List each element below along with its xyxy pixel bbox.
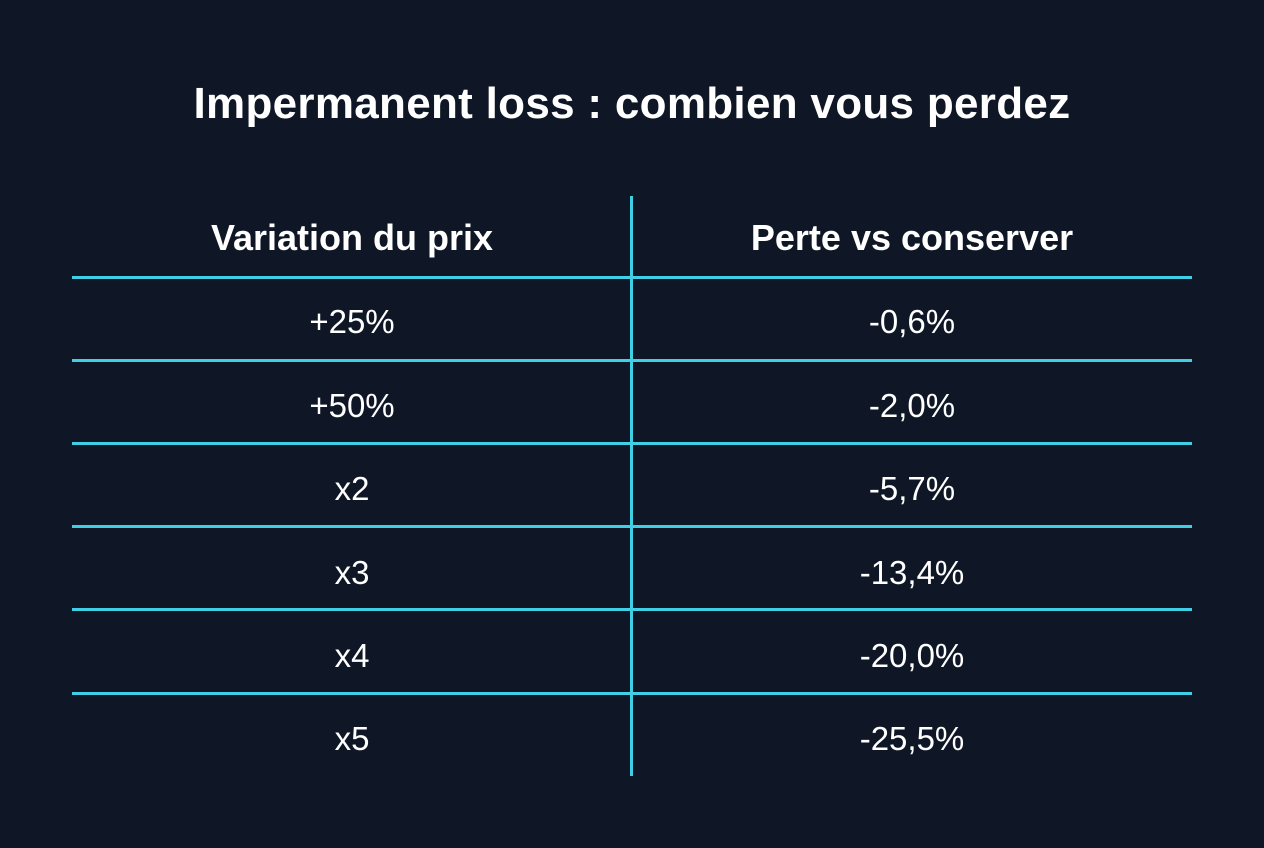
table-cell-price-variation: x4 xyxy=(334,637,370,674)
table-cell-loss-vs-hold: -5,7% xyxy=(868,470,956,507)
column-header-loss-vs-hold: Perte vs conserver xyxy=(750,217,1074,258)
table-cell-loss-vs-hold: -2,0% xyxy=(868,387,956,424)
chart-title: Impermanent loss : combien vous perdez xyxy=(193,79,1071,128)
row-divider xyxy=(72,525,1192,528)
table-cell-price-variation: +50% xyxy=(309,387,395,424)
table-cell-price-variation: x3 xyxy=(334,554,370,591)
row-divider xyxy=(72,608,1192,611)
table-cell-loss-vs-hold: -0,6% xyxy=(868,303,956,340)
table-cell-loss-vs-hold: -13,4% xyxy=(859,554,965,591)
table-cell-price-variation: x5 xyxy=(334,720,370,757)
row-divider xyxy=(72,692,1192,695)
table-cell-price-variation: +25% xyxy=(309,303,395,340)
table-cell-loss-vs-hold: -20,0% xyxy=(859,637,965,674)
column-header-price-variation: Variation du prix xyxy=(210,217,494,258)
column-divider xyxy=(630,196,633,776)
header-row-divider xyxy=(72,276,1192,279)
row-divider xyxy=(72,442,1192,445)
table-cell-price-variation: x2 xyxy=(334,470,370,507)
row-divider xyxy=(72,359,1192,362)
table-cell-loss-vs-hold: -25,5% xyxy=(859,720,965,757)
